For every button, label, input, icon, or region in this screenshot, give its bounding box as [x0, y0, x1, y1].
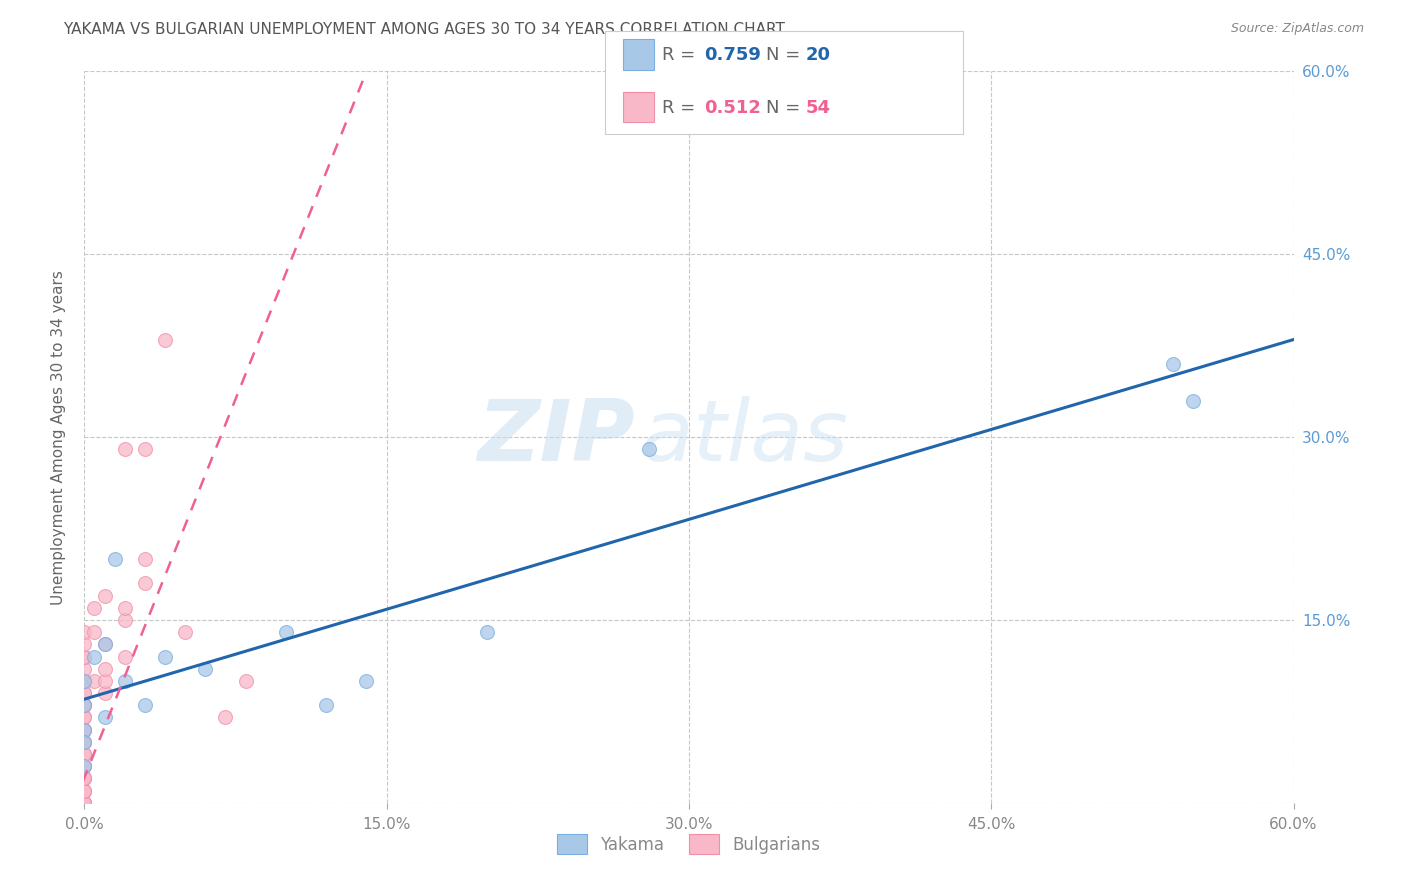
Point: [73, 686, 96, 700]
Point: [73, 759, 96, 773]
Point: [73, 796, 96, 810]
Text: 0.512: 0.512: [704, 99, 761, 117]
Point: [73, 673, 96, 688]
Point: [73, 662, 96, 676]
Point: [73, 747, 96, 761]
Point: [93, 686, 115, 700]
Point: [134, 442, 156, 457]
Point: [104, 552, 127, 566]
Point: [235, 673, 257, 688]
Point: [73, 796, 96, 810]
Point: [134, 576, 156, 591]
Point: [73, 710, 96, 724]
Text: R =: R =: [662, 99, 702, 117]
Point: [73, 649, 96, 664]
Point: [83, 625, 105, 640]
Point: [73, 772, 96, 786]
Point: [153, 333, 176, 347]
Point: [73, 735, 96, 749]
Text: 0.759: 0.759: [704, 46, 761, 64]
Point: [93, 637, 115, 651]
Point: [477, 625, 499, 640]
Point: [1181, 393, 1204, 408]
Point: [93, 710, 115, 724]
Point: [73, 686, 96, 700]
Point: [114, 442, 136, 457]
Point: [73, 796, 96, 810]
Point: [153, 649, 176, 664]
Point: [73, 783, 96, 797]
Text: N =: N =: [766, 46, 806, 64]
Text: 54: 54: [806, 99, 831, 117]
Point: [73, 783, 96, 797]
Text: atlas: atlas: [641, 395, 849, 479]
Point: [73, 796, 96, 810]
Point: [93, 589, 115, 603]
Point: [1161, 357, 1184, 371]
Point: [73, 710, 96, 724]
Point: [73, 772, 96, 786]
Point: [73, 698, 96, 713]
Point: [73, 796, 96, 810]
Point: [114, 613, 136, 627]
Point: [83, 673, 105, 688]
Point: [73, 796, 96, 810]
Point: [114, 649, 136, 664]
Point: [93, 637, 115, 651]
Point: [73, 759, 96, 773]
Legend: Yakama, Bulgarians: Yakama, Bulgarians: [550, 828, 828, 860]
Text: R =: R =: [662, 46, 702, 64]
Point: [73, 673, 96, 688]
Point: [73, 698, 96, 713]
Point: [315, 698, 337, 713]
Point: [73, 698, 96, 713]
Text: ZIP: ZIP: [477, 395, 634, 479]
Point: [73, 698, 96, 713]
Point: [114, 673, 136, 688]
Point: [356, 673, 378, 688]
Point: [73, 637, 96, 651]
Point: [637, 442, 659, 457]
Point: [93, 662, 115, 676]
Point: [214, 710, 236, 724]
Point: [73, 759, 96, 773]
Point: [194, 662, 217, 676]
Point: [73, 673, 96, 688]
Point: [134, 552, 156, 566]
Text: N =: N =: [766, 99, 806, 117]
Point: [73, 735, 96, 749]
Text: Source: ZipAtlas.com: Source: ZipAtlas.com: [1230, 22, 1364, 36]
Point: [73, 723, 96, 737]
Point: [73, 783, 96, 797]
Point: [73, 772, 96, 786]
Point: [73, 649, 96, 664]
Point: [83, 649, 105, 664]
Point: [83, 600, 105, 615]
Point: [114, 600, 136, 615]
Point: [73, 747, 96, 761]
Point: [73, 723, 96, 737]
Point: [134, 698, 156, 713]
Point: [274, 625, 297, 640]
Point: [93, 673, 115, 688]
Point: [174, 625, 197, 640]
Point: [73, 772, 96, 786]
Text: 20: 20: [806, 46, 831, 64]
Point: [73, 625, 96, 640]
Point: [73, 735, 96, 749]
Y-axis label: Unemployment Among Ages 30 to 34 years: Unemployment Among Ages 30 to 34 years: [51, 269, 66, 605]
Text: YAKAMA VS BULGARIAN UNEMPLOYMENT AMONG AGES 30 TO 34 YEARS CORRELATION CHART: YAKAMA VS BULGARIAN UNEMPLOYMENT AMONG A…: [63, 22, 785, 37]
Point: [73, 723, 96, 737]
